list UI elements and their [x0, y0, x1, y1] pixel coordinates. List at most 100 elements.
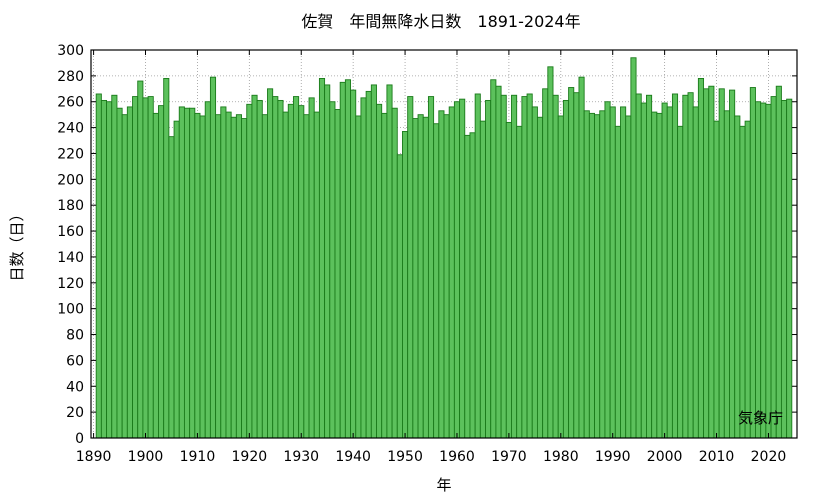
- bar-1917: [230, 116, 237, 439]
- bar-1932: [308, 97, 315, 439]
- bar-1902: [152, 112, 159, 439]
- y-tick-label: 200: [57, 172, 84, 188]
- bar-2006: [692, 106, 699, 439]
- bar-1978: [547, 66, 554, 439]
- x-tick-label: 1950: [387, 449, 423, 465]
- bar-1921: [251, 94, 258, 439]
- bar-1895: [116, 107, 123, 439]
- bar-2012: [723, 110, 730, 439]
- x-tick-label: 1940: [335, 449, 371, 465]
- bar-1999: [656, 112, 663, 439]
- bar-1996: [640, 102, 647, 439]
- bar-1927: [282, 111, 289, 439]
- bar-1953: [417, 114, 424, 439]
- bar-1935: [324, 84, 331, 439]
- bar-1901: [147, 96, 154, 439]
- bar-1941: [355, 115, 362, 439]
- x-tick-label: 1990: [595, 449, 631, 465]
- x-axis-title: 年: [436, 476, 451, 494]
- y-tick-label: 140: [57, 250, 84, 266]
- bar-1984: [578, 76, 585, 439]
- bar-1985: [583, 110, 590, 439]
- x-tick-label: 2020: [751, 449, 787, 465]
- y-tick-label: 260: [57, 95, 84, 111]
- bar-2003: [677, 125, 684, 439]
- bar-1904: [163, 77, 170, 439]
- bar-1956: [433, 123, 440, 439]
- bar-1992: [620, 106, 627, 439]
- y-tick-label: 160: [57, 224, 84, 240]
- bar-1925: [272, 96, 279, 439]
- x-tick-label: 1910: [180, 449, 216, 465]
- bar-1940: [350, 89, 357, 439]
- bar-1924: [267, 88, 274, 439]
- x-tick-label: 1930: [283, 449, 319, 465]
- bar-1944: [370, 84, 377, 439]
- bar-1958: [443, 114, 450, 439]
- bar-1897: [126, 106, 133, 439]
- bar-1960: [453, 101, 461, 439]
- bar-1970: [505, 121, 512, 439]
- bar-1899: [137, 80, 144, 439]
- plot-frame: [90, 49, 798, 439]
- y-tick-label: 120: [57, 276, 84, 292]
- bar-1957: [438, 110, 445, 439]
- y-tick-label: 220: [57, 146, 84, 162]
- bar-1982: [568, 87, 575, 439]
- x-tick-label: 2000: [647, 449, 683, 465]
- bar-1949: [396, 154, 403, 439]
- bar-1916: [225, 111, 232, 439]
- bar-2021: [770, 96, 777, 439]
- x-tick-label: 1890: [76, 449, 112, 465]
- bar-2011: [718, 88, 725, 439]
- bar-1968: [495, 85, 502, 439]
- bar-1943: [365, 90, 372, 439]
- bar-1983: [573, 92, 580, 439]
- bar-1909: [189, 107, 196, 439]
- bar-1993: [625, 115, 632, 439]
- bar-1973: [521, 96, 528, 439]
- bar-1929: [293, 96, 300, 439]
- bar-1898: [132, 96, 139, 439]
- bar-2005: [687, 92, 694, 439]
- x-axis: 1890 1900 1910 1920 1930 1940 1950 1960 1970 1980…: [76, 50, 786, 465]
- bar-1948: [391, 107, 398, 439]
- bar-1997: [646, 94, 653, 439]
- bar-1900: [142, 97, 149, 439]
- bar-1963: [469, 132, 476, 439]
- x-tick-label: 1980: [543, 449, 579, 465]
- bar-1961: [459, 98, 466, 439]
- bar-1977: [542, 88, 549, 439]
- bar-1946: [381, 112, 388, 439]
- bar-1934: [318, 77, 326, 439]
- bar-1938: [339, 81, 346, 439]
- bar-1990: [609, 106, 616, 439]
- bar-2015: [739, 125, 746, 439]
- bar-1906: [173, 120, 180, 439]
- y-axis: 0 20 40 60 80 100 120 140 160 180 200 220 240 260 280 3…: [57, 43, 797, 447]
- bar-1991: [614, 125, 621, 439]
- bar-1892: [100, 99, 108, 439]
- bar-1995: [635, 93, 642, 439]
- bar-1962: [464, 134, 471, 439]
- bar-1891: [95, 93, 102, 439]
- bar-2008: [703, 88, 710, 439]
- bar-1923: [261, 114, 268, 439]
- bar-1989: [604, 101, 611, 439]
- bar-2009: [708, 85, 715, 439]
- bar-1910: [194, 112, 201, 439]
- y-tick-label: 240: [57, 121, 84, 137]
- bar-2004: [682, 94, 689, 439]
- y-axis-title: 日数（日）: [8, 206, 26, 281]
- bar-2022: [775, 85, 782, 439]
- x-tick-label: 1970: [491, 449, 527, 465]
- bar-1912: [204, 101, 211, 439]
- bar-1951: [407, 96, 414, 439]
- bar-1945: [376, 103, 383, 439]
- bar-2017: [749, 87, 756, 439]
- bar-1903: [158, 105, 165, 439]
- y-tick-label: 40: [66, 379, 84, 395]
- bar-1986: [588, 112, 595, 439]
- bar-1922: [256, 99, 263, 439]
- x-tick-label: 1920: [232, 449, 268, 465]
